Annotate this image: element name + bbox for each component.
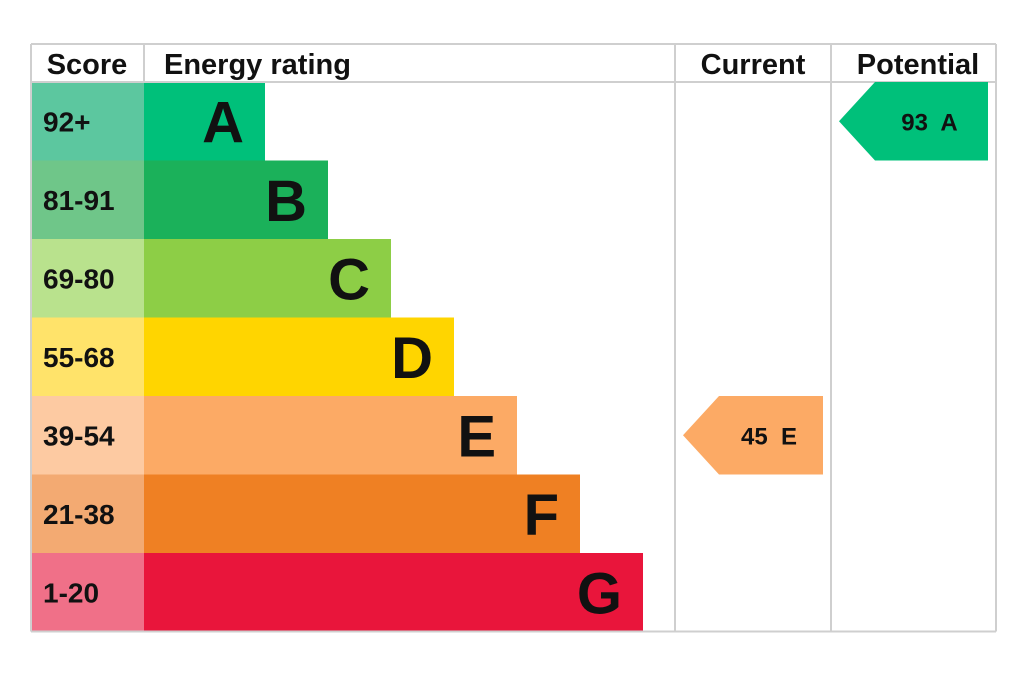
band-letter-d: D — [391, 326, 433, 391]
band-bar-d — [144, 317, 454, 396]
header-potential: Potential — [857, 49, 979, 81]
rating-arrows: 45 E 93 A — [683, 82, 988, 475]
potential-rating-arrow — [839, 82, 988, 161]
band-bar-f — [144, 474, 580, 553]
score-range-g: 1-20 — [43, 577, 99, 608]
score-range-f: 21-38 — [43, 499, 115, 530]
header-current: Current — [701, 49, 806, 81]
band-bar-e — [144, 396, 517, 475]
score-cell-f — [31, 474, 144, 553]
grid-lines — [30, 43, 997, 633]
score-cell-e — [31, 396, 144, 475]
potential-rating-label: 93 A — [901, 109, 957, 136]
score-range-a: 92+ — [43, 106, 91, 137]
band-bar-a — [144, 82, 265, 161]
score-cell-b — [31, 160, 144, 239]
band-bar-b — [144, 160, 328, 239]
score-cell-d — [31, 317, 144, 396]
band-letter-e: E — [457, 404, 496, 469]
current-rating-arrow — [683, 396, 823, 475]
band-bar-g — [144, 553, 643, 632]
current-rating-label: 45 E — [741, 423, 797, 450]
score-range-d: 55-68 — [43, 342, 115, 373]
score-cell-a — [31, 82, 144, 161]
band-letter-a: A — [202, 90, 244, 155]
score-cell-g — [31, 553, 144, 632]
header-score: Score — [47, 49, 128, 81]
score-cell-c — [31, 239, 144, 318]
band-letter-c: C — [328, 247, 370, 312]
band-letter-g: G — [577, 561, 622, 626]
score-range-c: 69-80 — [43, 263, 115, 294]
band-layer: 92+ A 81-91 B 69-80 C 55-68 D 39-54 E 21-38 F 1-20 G — [31, 82, 643, 632]
header-energy-rating: Energy rating — [164, 49, 351, 81]
band-letter-f: F — [524, 483, 559, 548]
score-range-e: 39-54 — [43, 420, 115, 451]
band-letter-b: B — [265, 169, 307, 234]
score-range-b: 81-91 — [43, 185, 115, 216]
band-bar-c — [144, 239, 391, 318]
